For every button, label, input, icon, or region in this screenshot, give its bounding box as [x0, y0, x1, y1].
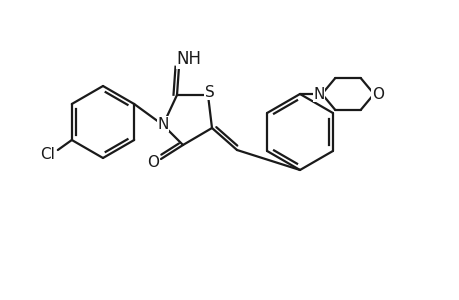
- Text: N: N: [313, 86, 324, 101]
- Text: Cl: Cl: [40, 146, 55, 161]
- Text: S: S: [205, 85, 214, 100]
- Text: NH: NH: [176, 50, 201, 68]
- Text: O: O: [147, 154, 159, 169]
- Text: N: N: [157, 116, 168, 131]
- Text: O: O: [371, 86, 383, 101]
